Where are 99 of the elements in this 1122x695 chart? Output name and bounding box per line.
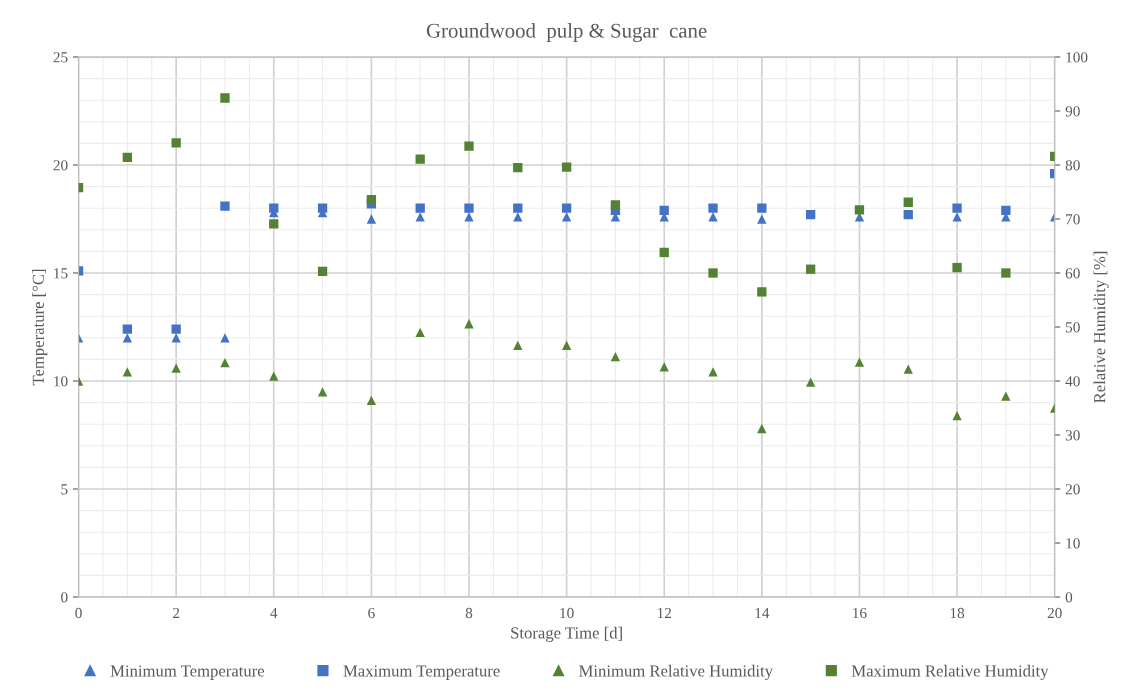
legend-label: Maximum Relative Humidity [851, 664, 1049, 680]
point [757, 214, 767, 224]
point [317, 203, 328, 213]
point [220, 333, 230, 343]
point [513, 163, 523, 173]
x-axis-title: Storage Time [d] [511, 626, 622, 642]
y2-tick-label: 60 [1065, 268, 1080, 279]
point [317, 387, 328, 397]
point [269, 371, 279, 381]
point [805, 377, 816, 387]
y2-tick-label: 0 [1065, 592, 1073, 603]
point [122, 324, 133, 334]
point [561, 340, 572, 351]
point [708, 212, 718, 222]
point [464, 319, 474, 329]
point [122, 367, 133, 377]
point [1001, 205, 1011, 216]
point [366, 214, 377, 224]
point [659, 247, 669, 258]
point [659, 362, 669, 372]
point [464, 212, 474, 222]
point [952, 212, 962, 222]
point [269, 219, 279, 229]
point [220, 201, 230, 211]
point [757, 203, 767, 213]
point [122, 152, 133, 163]
y2-tick-label: 10 [1066, 538, 1080, 549]
x-tick-label: 18 [950, 607, 965, 619]
point [952, 410, 962, 421]
point [757, 423, 767, 434]
x-tick-label: 6 [368, 607, 375, 619]
y2-tick-label: 80 [1065, 160, 1080, 171]
y2-tick-label: 70 [1066, 214, 1080, 225]
legend-label: Minimum Relative Humidity [579, 664, 773, 680]
legend-label: Maximum Temperature [343, 665, 500, 680]
x-tick-label: 4 [270, 607, 278, 619]
point [415, 154, 425, 164]
x-tick-label: 16 [853, 607, 867, 619]
y2-tick-label: 30 [1065, 430, 1080, 441]
point [366, 194, 377, 205]
y-tick-label: 25 [53, 52, 68, 63]
point [366, 395, 377, 406]
point [171, 324, 181, 334]
point [708, 367, 718, 377]
point [708, 268, 718, 278]
x-tick-label: 8 [465, 607, 473, 619]
y-tick-label: 10 [54, 376, 68, 387]
point [903, 197, 913, 207]
point [513, 203, 523, 213]
y2-tick-label: 40 [1065, 376, 1080, 387]
point [171, 363, 181, 373]
y2-tick-label: 90 [1065, 106, 1080, 117]
point [610, 200, 621, 210]
point [952, 203, 962, 213]
point [171, 333, 181, 343]
point [610, 352, 621, 362]
x-tick-label: 20 [1047, 607, 1062, 619]
point [122, 333, 133, 343]
y-tick-label: 15 [54, 268, 68, 279]
point [464, 141, 474, 151]
chart-title: Groundwood pulp & Sugar cane [426, 23, 707, 43]
point [903, 364, 913, 374]
x-tick-label: 0 [75, 607, 82, 619]
point [220, 93, 230, 103]
point [952, 262, 962, 273]
point [561, 203, 572, 213]
y-tick-label: 20 [53, 160, 68, 171]
point [220, 357, 230, 368]
point [805, 210, 816, 220]
x-tick-label: 10 [560, 607, 574, 619]
point [854, 357, 865, 367]
point [903, 210, 913, 220]
point [1001, 268, 1011, 278]
point [317, 266, 328, 277]
y2-tick-label: 20 [1065, 484, 1080, 495]
point [269, 203, 279, 213]
point [415, 327, 425, 338]
point [805, 264, 816, 274]
y-axis-title: Temperature [°C] [32, 269, 48, 386]
point [659, 205, 669, 216]
point [1001, 391, 1011, 401]
y2-axis-title: Relative Humidity [%] [1093, 251, 1109, 403]
point [171, 138, 181, 148]
point [561, 162, 572, 172]
x-tick-label: 14 [755, 607, 770, 619]
x-tick-label: 2 [173, 607, 180, 619]
y2-tick-label: 100 [1066, 52, 1088, 63]
point [513, 340, 523, 351]
point [561, 212, 572, 222]
legend-label: Minimum Temperature [110, 665, 265, 680]
point [854, 205, 865, 215]
point [757, 287, 767, 297]
point [464, 203, 474, 213]
y2-tick-label: 50 [1065, 322, 1080, 333]
point [415, 203, 425, 213]
point [708, 203, 718, 213]
x-tick-label: 12 [657, 607, 672, 619]
y-tick-label: 5 [61, 484, 68, 495]
y-tick-label: 0 [61, 592, 68, 603]
